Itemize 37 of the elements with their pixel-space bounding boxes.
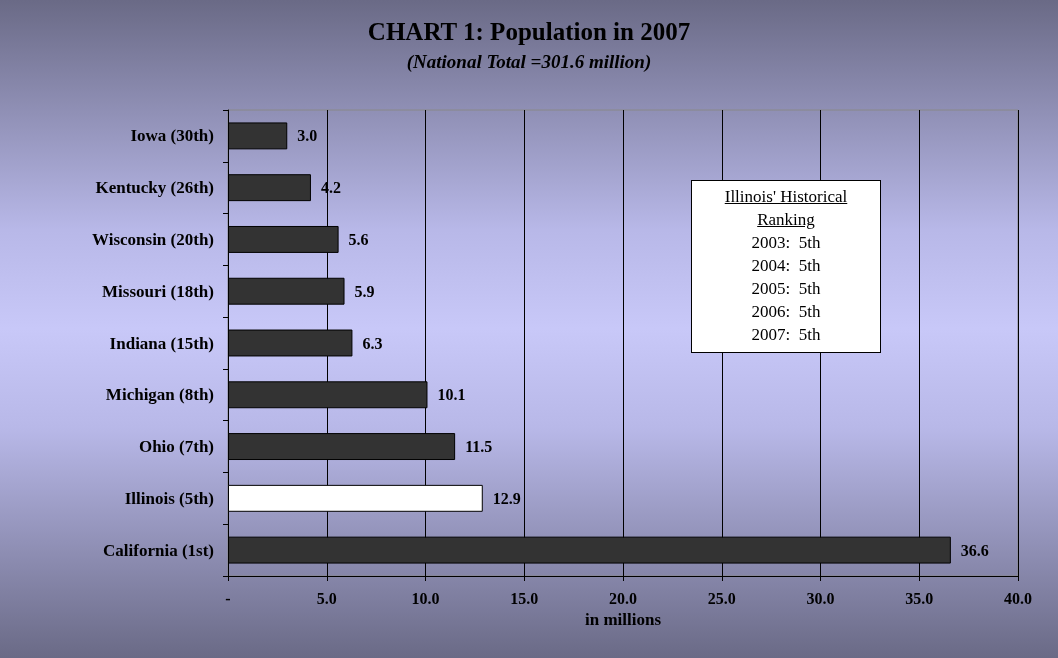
data-label: 3.0 <box>297 127 318 145</box>
annotation: 2005: 5th <box>750 278 822 300</box>
annotation: 2007: 5th <box>750 324 822 346</box>
data-label: 36.6 <box>960 541 989 559</box>
y-tick-label: Illinois (5th) <box>124 488 214 508</box>
bar <box>228 122 288 150</box>
annotation: 2004: 5th <box>750 255 822 277</box>
x-tick-label: 30.0 <box>806 589 835 607</box>
annotation: 2003: 5th <box>750 232 822 254</box>
x-tick-label: 15.0 <box>510 589 539 607</box>
data-label: 12.9 <box>492 489 521 507</box>
x-tick-label: 35.0 <box>905 589 934 607</box>
y-tick-label: Missouri (18th) <box>102 281 214 301</box>
x-tick-label: 25.0 <box>707 589 736 607</box>
chart-title: CHART 1: Population in 2007 <box>367 18 691 45</box>
x-tick-label: - <box>225 589 231 607</box>
y-tick-label: Ohio (7th) <box>138 437 214 457</box>
data-label: 5.6 <box>348 230 369 248</box>
x-tick-label: 20.0 <box>609 589 637 607</box>
x-tick-label: 5.0 <box>316 589 337 607</box>
y-tick-label: California (1st) <box>103 540 214 560</box>
annotation: 2006: 5th <box>750 301 822 323</box>
y-tick-label: Wisconsin (20th) <box>91 229 214 249</box>
data-label: 6.3 <box>362 334 383 352</box>
y-tick-label: Michigan (8th) <box>105 385 214 405</box>
annotation: Illinois' Historical Ranking <box>723 186 849 231</box>
y-tick-label: Kentucky (26th) <box>95 178 214 198</box>
y-tick-label: Indiana (15th) <box>109 333 214 353</box>
x-tick-label: 40.0 <box>1004 589 1032 607</box>
data-label: 5.9 <box>354 282 375 300</box>
y-tick-label: Iowa (30th) <box>130 126 214 146</box>
chart-subtitle: (National Total =301.6 million) <box>406 51 652 73</box>
data-label: 10.1 <box>437 386 466 404</box>
x-tick-label: 10.0 <box>411 589 440 607</box>
data-label: 11.5 <box>465 438 493 456</box>
bar <box>228 174 311 202</box>
x-axis-title: in millions <box>584 609 662 629</box>
